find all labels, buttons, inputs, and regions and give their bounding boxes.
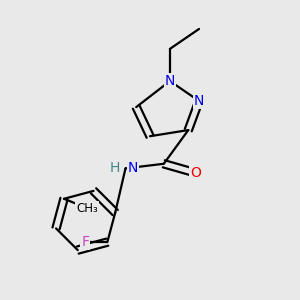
Text: N: N xyxy=(165,74,175,88)
Text: N: N xyxy=(194,94,204,108)
Text: CH₃: CH₃ xyxy=(76,202,98,214)
Text: H: H xyxy=(110,161,120,176)
Text: F: F xyxy=(81,235,89,249)
Text: O: O xyxy=(190,166,201,180)
Text: N: N xyxy=(128,161,138,176)
